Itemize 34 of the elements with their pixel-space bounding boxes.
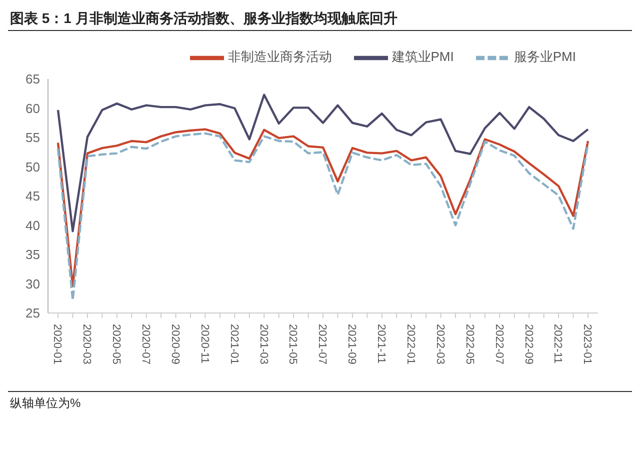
x-tick-label: 2022-07 [492, 324, 505, 364]
x-tick-label: 2023-01 [581, 324, 594, 364]
y-tick-label: 35 [26, 247, 40, 262]
y-tick-label: 30 [26, 276, 40, 292]
x-tick-label: 2021-03 [257, 324, 270, 364]
legend-label: 服务业PMI [514, 49, 576, 64]
legend-label: 建筑业PMI [392, 49, 454, 64]
x-tick-label: 2020-01 [51, 324, 64, 364]
x-tick-label: 2021-05 [286, 324, 299, 364]
x-tick-label: 2022-05 [463, 324, 476, 364]
y-tick-label: 25 [26, 306, 40, 321]
legend-label: 非制造业商务活动 [228, 49, 332, 64]
y-tick-label: 50 [26, 159, 40, 174]
x-tick-label: 2022-03 [434, 324, 446, 364]
y-tick-label: 65 [26, 72, 40, 87]
x-tick-label: 2020-11 [198, 324, 210, 364]
x-tick-label: 2021-07 [316, 324, 328, 364]
x-tick-label: 2021-11 [375, 324, 388, 364]
x-tick-label: 2021-01 [228, 324, 240, 364]
x-tick-label: 2022-01 [404, 324, 416, 364]
x-tick-label: 2020-05 [110, 324, 122, 364]
y-tick-label: 40 [26, 218, 40, 233]
chart-title: 图表 5：1 月非制造业商务活动指数、服务业指数均现触底回升 [8, 8, 632, 31]
x-tick-label: 2020-03 [80, 324, 93, 364]
text: 纵轴单位为% [10, 396, 81, 410]
x-tick-label: 2020-07 [139, 324, 152, 364]
x-tick-label: 2020-09 [168, 324, 181, 364]
line-series [56, 94, 590, 232]
x-tick-label: 2022-09 [522, 324, 534, 364]
y-tick-label: 45 [26, 188, 40, 204]
x-tick-label: 2022-11 [552, 324, 564, 364]
y-tick-label: 60 [26, 100, 40, 116]
x-tick-label: 2021-09 [346, 324, 358, 364]
y-tick-label: 55 [26, 130, 40, 146]
